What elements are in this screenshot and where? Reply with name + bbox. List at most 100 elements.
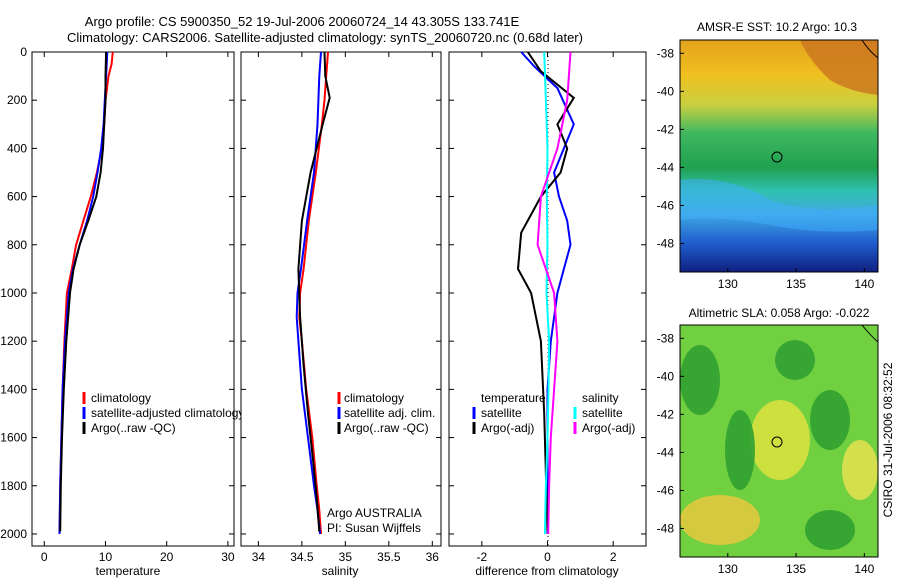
y-tick-label: -40	[657, 84, 675, 98]
y-tick-label: 1600	[0, 431, 27, 445]
y-tick-label: 200	[7, 93, 27, 107]
y-tick-label: -44	[657, 160, 675, 174]
legend-label-satellite-adjusted: satellite-adjusted climatology	[91, 406, 244, 420]
sst-map-axes: 130 135 140 -38 -40 -42 -44 -46 -48	[657, 46, 875, 291]
figure-title-line2: Climatology: CARS2006. Satellite-adjuste…	[67, 30, 583, 45]
salinity-series-group	[295, 51, 331, 535]
sla-patch-high	[842, 440, 878, 500]
x-tick-label: 140	[854, 277, 874, 291]
argo-position-marker	[771, 151, 783, 163]
x-tick-label: 20	[160, 550, 174, 564]
temperature-legend: climatology satellite-adjusted climatolo…	[82, 391, 244, 435]
salinity-legend: climatology satellite adj. clim. Argo(..…	[337, 391, 435, 435]
legend-label-sal-argo: Argo(-adj)	[582, 421, 635, 435]
temperature-axes: 0 10 20 30 0 200 400 600 800 1000 1200 1400 1600 1800…	[0, 45, 235, 564]
sla-patch-low	[805, 510, 855, 550]
y-tick-label: 1400	[0, 382, 27, 396]
x-tick-label: 2	[610, 550, 617, 564]
y-tick-label: -38	[657, 46, 675, 60]
y-tick-label: -48	[657, 236, 675, 250]
coastline	[861, 324, 879, 343]
legend-header-salinity: salinity	[582, 391, 619, 405]
argo-australia-label: Argo AUSTRALIA	[327, 506, 422, 520]
difference-xlabel: difference from climatology	[475, 564, 618, 578]
series-line	[297, 51, 331, 532]
y-tick-label: 1000	[0, 286, 27, 300]
y-tick-label: 600	[7, 190, 27, 204]
sla-map-title: Altimetric SLA: 0.058 Argo: -0.022	[689, 306, 870, 320]
sst-map-frame	[679, 39, 879, 273]
legend-label-argo: Argo(..raw -QC)	[91, 421, 176, 435]
difference-panel: -2 0 2 difference from climatology tempera…	[448, 51, 647, 578]
y-tick-label: 0	[20, 45, 27, 59]
sla-patch-low	[725, 410, 755, 490]
temperature-panel-frame	[31, 51, 235, 547]
x-tick-label: 10	[99, 550, 113, 564]
sla-patch-high	[750, 400, 810, 480]
x-tick-label: 30	[221, 550, 235, 564]
salinity-xlabel: salinity	[322, 564, 359, 578]
legend-label-temp-argo: Argo(-adj)	[481, 421, 534, 435]
x-tick-label: 35	[339, 550, 353, 564]
x-tick-label: 34	[252, 550, 266, 564]
y-tick-label: -42	[657, 407, 675, 421]
legend-label-satellite-adj: satellite adj. clim.	[344, 406, 435, 420]
y-tick-label: -38	[657, 331, 675, 345]
y-tick-label: -48	[657, 521, 675, 535]
legend-header-temperature: temperature	[481, 391, 546, 405]
x-tick-label: 36	[426, 550, 440, 564]
figure-title-line1: Argo profile: CS 5900350_52 19-Jul-2006 …	[85, 14, 520, 29]
legend-label-argo: Argo(..raw -QC)	[344, 421, 429, 435]
temperature-series-group	[58, 51, 114, 535]
sla-patch-low	[775, 340, 815, 380]
y-tick-label: -40	[657, 369, 675, 383]
temperature-xlabel: temperature	[96, 564, 161, 578]
y-tick-label: -46	[657, 483, 675, 497]
series-line	[543, 51, 551, 535]
series-line	[59, 51, 108, 532]
sla-map-axes: 130 135 140 -38 -40 -42 -44 -46 -48	[657, 331, 875, 576]
sla-patch-low	[680, 345, 720, 415]
sla-anomaly-patches	[680, 340, 878, 550]
y-tick-label: 2000	[0, 527, 27, 541]
x-tick-label: 34.5	[290, 550, 314, 564]
salinity-panel-frame	[240, 51, 442, 547]
y-tick-label: 400	[7, 141, 27, 155]
x-tick-label: 0	[544, 550, 551, 564]
difference-axes: -2 0 2	[449, 51, 646, 564]
x-tick-label: 135	[786, 562, 806, 576]
y-tick-label: -46	[657, 198, 675, 212]
argo-position-marker	[771, 436, 783, 448]
x-tick-label: 0	[41, 550, 48, 564]
legend-label-temp-satellite: satellite	[481, 406, 522, 420]
legend-label-climatology: climatology	[344, 391, 404, 405]
x-tick-label: 35.5	[377, 550, 401, 564]
legend-label-climatology: climatology	[91, 391, 151, 405]
csiro-timestamp: CSIRO 31-Jul-2006 08:32:52	[881, 362, 895, 517]
y-tick-label: 800	[7, 238, 27, 252]
coastline	[861, 39, 879, 59]
sst-warm-patch	[800, 40, 878, 95]
pi-label: PI: Susan Wijffels	[327, 521, 421, 535]
sla-map-frame	[679, 324, 879, 558]
sla-patch-low	[810, 390, 850, 450]
sst-map-title: AMSR-E SST: 10.2 Argo: 10.3	[697, 20, 857, 34]
x-tick-label: 140	[854, 562, 874, 576]
x-tick-label: 130	[718, 562, 738, 576]
sla-patch-high	[680, 495, 760, 545]
temperature-panel: 0 10 20 30 0 200 400 600 800 1000 1200 1400 1600 1800…	[0, 45, 244, 578]
series-line	[536, 51, 572, 535]
legend-label-sal-satellite: satellite	[582, 406, 623, 420]
sst-map: AMSR-E SST: 10.2 Argo: 10.3 130 135 140 -38…	[657, 20, 879, 291]
y-tick-label: 1200	[0, 334, 27, 348]
difference-series-group	[516, 51, 576, 535]
y-tick-label: -44	[657, 445, 675, 459]
x-tick-label: 130	[718, 277, 738, 291]
x-tick-label: 135	[786, 277, 806, 291]
x-tick-label: -2	[476, 550, 487, 564]
salinity-axes: 34 34.5 35 35.5 36	[241, 51, 441, 564]
y-tick-label: 1800	[0, 479, 27, 493]
difference-legend: temperature satellite Argo(-adj) salinit…	[472, 391, 635, 435]
y-tick-label: -42	[657, 122, 675, 136]
